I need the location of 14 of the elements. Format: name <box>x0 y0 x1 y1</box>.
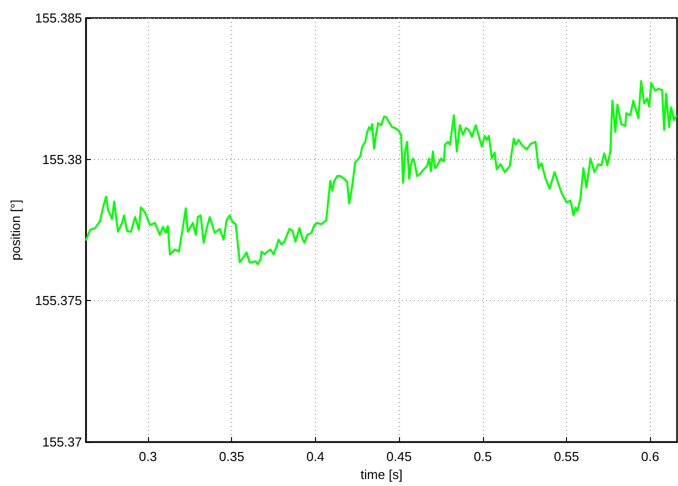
x-tick-label: 0.6 <box>641 449 660 464</box>
x-tick-label: 0.3 <box>138 449 157 464</box>
line-series <box>85 80 678 266</box>
x-axis-title: time [s] <box>360 467 402 482</box>
x-tick-label: 0.35 <box>219 449 244 464</box>
y-tick-label: 155.37 <box>42 434 82 450</box>
x-tick-label: 0.55 <box>554 449 580 464</box>
y-tick-label: 155.38 <box>42 152 82 167</box>
y-tick-label: 155.375 <box>35 293 82 308</box>
y-axis-title: position [°] <box>8 200 23 260</box>
x-tick-label: 0.5 <box>474 449 492 464</box>
x-tick-label: 0.45 <box>386 449 412 464</box>
x-tick-label: 0.4 <box>306 449 324 464</box>
y-tick-label: 155.385 <box>35 10 82 26</box>
